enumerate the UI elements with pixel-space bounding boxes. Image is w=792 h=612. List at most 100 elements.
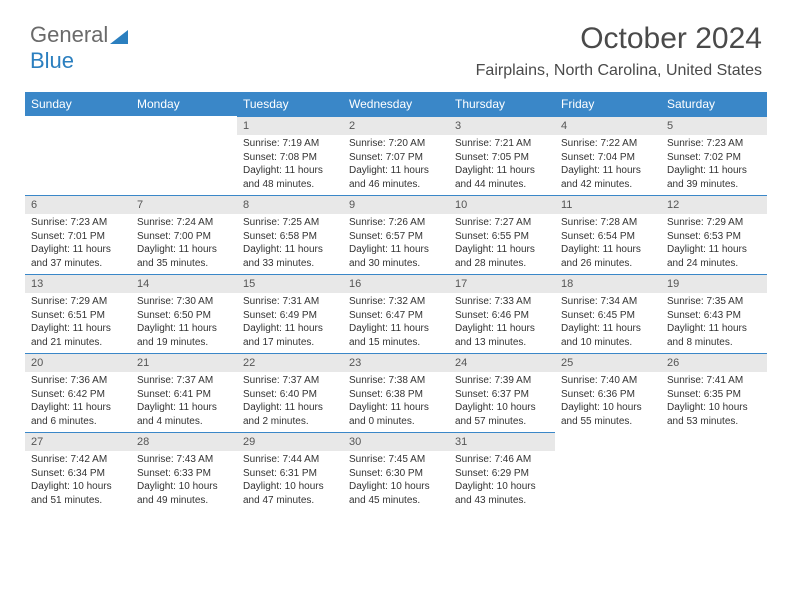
sunrise-text: Sunrise: 7:29 AM (667, 216, 761, 230)
sunset-text: Sunset: 6:54 PM (561, 230, 655, 244)
calendar-day-cell: 12Sunrise: 7:29 AMSunset: 6:53 PMDayligh… (661, 195, 767, 274)
calendar-day-cell: 23Sunrise: 7:38 AMSunset: 6:38 PMDayligh… (343, 353, 449, 432)
day-number: 4 (555, 116, 661, 135)
day-info: Sunrise: 7:43 AMSunset: 6:33 PMDaylight:… (131, 451, 237, 511)
day-number: 17 (449, 274, 555, 293)
calendar-day-cell: 28Sunrise: 7:43 AMSunset: 6:33 PMDayligh… (131, 432, 237, 511)
sunrise-text: Sunrise: 7:40 AM (561, 374, 655, 388)
daylight-text: Daylight: 10 hours and 57 minutes. (455, 401, 549, 428)
day-number: 31 (449, 432, 555, 451)
day-number: 15 (237, 274, 343, 293)
day-number: 29 (237, 432, 343, 451)
sunset-text: Sunset: 6:36 PM (561, 388, 655, 402)
sunset-text: Sunset: 7:08 PM (243, 151, 337, 165)
day-info: Sunrise: 7:25 AMSunset: 6:58 PMDaylight:… (237, 214, 343, 274)
sunrise-text: Sunrise: 7:26 AM (349, 216, 443, 230)
sunset-text: Sunset: 6:51 PM (31, 309, 125, 323)
calendar-day-cell: 25Sunrise: 7:40 AMSunset: 6:36 PMDayligh… (555, 353, 661, 432)
calendar-day-cell: 1Sunrise: 7:19 AMSunset: 7:08 PMDaylight… (237, 116, 343, 195)
calendar-day-cell: 19Sunrise: 7:35 AMSunset: 6:43 PMDayligh… (661, 274, 767, 353)
day-info: Sunrise: 7:44 AMSunset: 6:31 PMDaylight:… (237, 451, 343, 511)
calendar-day-cell: 17 Sunrise: 7:33 AMSunset: 6:46 PMDayligh… (449, 274, 555, 353)
sunset-text: Sunset: 6:49 PM (243, 309, 337, 323)
sunset-text: Sunset: 7:02 PM (667, 151, 761, 165)
day-number: 22 (237, 353, 343, 372)
day-info: Sunrise: 7:29 AMSunset: 6:53 PMDaylight:… (661, 214, 767, 274)
sunrise-text: Sunrise: 7:20 AM (349, 137, 443, 151)
calendar-week-row: 20Sunrise: 7:36 AMSunset: 6:42 PMDayligh… (25, 353, 767, 432)
sunset-text: Sunset: 6:41 PM (137, 388, 231, 402)
daylight-text: Daylight: 11 hours and 24 minutes. (667, 243, 761, 270)
day-number: 21 (131, 353, 237, 372)
daylight-text: Daylight: 11 hours and 37 minutes. (31, 243, 125, 270)
daylight-text: Daylight: 10 hours and 53 minutes. (667, 401, 761, 428)
calendar-week-row: 1Sunrise: 7:19 AMSunset: 7:08 PMDaylight… (25, 116, 767, 195)
day-number: 9 (343, 195, 449, 214)
daylight-text: Daylight: 11 hours and 30 minutes. (349, 243, 443, 270)
day-number: 26 (661, 353, 767, 372)
sunset-text: Sunset: 6:46 PM (455, 309, 549, 323)
day-info: Sunrise: 7:46 AMSunset: 6:29 PMDaylight:… (449, 451, 555, 511)
logo-text-1: General (30, 22, 108, 47)
day-info: Sunrise: 7:32 AMSunset: 6:47 PMDaylight:… (343, 293, 449, 353)
sunset-text: Sunset: 6:30 PM (349, 467, 443, 481)
sunrise-text: Sunrise: 7:33 AM (455, 295, 549, 309)
day-number: 5 (661, 116, 767, 135)
day-number: 11 (555, 195, 661, 214)
day-number: 16 (343, 274, 449, 293)
sunrise-text: Sunrise: 7:46 AM (455, 453, 549, 467)
day-header: Friday (555, 92, 661, 116)
sunset-text: Sunset: 6:57 PM (349, 230, 443, 244)
sunrise-text: Sunrise: 7:44 AM (243, 453, 337, 467)
day-info: Sunrise: 7:23 AMSunset: 7:01 PMDaylight:… (25, 214, 131, 274)
daylight-text: Daylight: 11 hours and 13 minutes. (455, 322, 549, 349)
day-header: Monday (131, 92, 237, 116)
day-number: 2 (343, 116, 449, 135)
sunrise-text: Sunrise: 7:37 AM (137, 374, 231, 388)
day-number: 1 (237, 116, 343, 135)
daylight-text: Daylight: 11 hours and 19 minutes. (137, 322, 231, 349)
calendar-day-cell: 31Sunrise: 7:46 AMSunset: 6:29 PMDayligh… (449, 432, 555, 511)
calendar-day-cell: 3Sunrise: 7:21 AMSunset: 7:05 PMDaylight… (449, 116, 555, 195)
day-number: 23 (343, 353, 449, 372)
calendar-day-cell: 2Sunrise: 7:20 AMSunset: 7:07 PMDaylight… (343, 116, 449, 195)
day-info: Sunrise: 7:24 AMSunset: 7:00 PMDaylight:… (131, 214, 237, 274)
day-number: 24 (449, 353, 555, 372)
sunrise-text: Sunrise: 7:37 AM (243, 374, 337, 388)
day-info: Sunrise: 7:22 AMSunset: 7:04 PMDaylight:… (555, 135, 661, 195)
day-number: 18 (555, 274, 661, 293)
calendar-day-cell: 16Sunrise: 7:32 AMSunset: 6:47 PMDayligh… (343, 274, 449, 353)
calendar-body: 1Sunrise: 7:19 AMSunset: 7:08 PMDaylight… (25, 116, 767, 511)
day-info: Sunrise: 7:31 AMSunset: 6:49 PMDaylight:… (237, 293, 343, 353)
day-info: Sunrise: 7:41 AMSunset: 6:35 PMDaylight:… (661, 372, 767, 432)
day-info: Sunrise: 7:21 AMSunset: 7:05 PMDaylight:… (449, 135, 555, 195)
daylight-text: Daylight: 10 hours and 45 minutes. (349, 480, 443, 507)
sunset-text: Sunset: 6:45 PM (561, 309, 655, 323)
sunrise-text: Sunrise: 7:23 AM (31, 216, 125, 230)
sunrise-text: Sunrise: 7:21 AM (455, 137, 549, 151)
calendar-day-cell: 14Sunrise: 7:30 AMSunset: 6:50 PMDayligh… (131, 274, 237, 353)
calendar-day-cell (131, 116, 237, 195)
calendar-day-cell: 15Sunrise: 7:31 AMSunset: 6:49 PMDayligh… (237, 274, 343, 353)
calendar-day-cell: 22Sunrise: 7:37 AMSunset: 6:40 PMDayligh… (237, 353, 343, 432)
day-number: 12 (661, 195, 767, 214)
daylight-text: Daylight: 11 hours and 44 minutes. (455, 164, 549, 191)
sunset-text: Sunset: 6:37 PM (455, 388, 549, 402)
sunset-text: Sunset: 6:31 PM (243, 467, 337, 481)
day-number: 3 (449, 116, 555, 135)
sunset-text: Sunset: 6:53 PM (667, 230, 761, 244)
sunrise-text: Sunrise: 7:43 AM (137, 453, 231, 467)
calendar-day-cell: 29Sunrise: 7:44 AMSunset: 6:31 PMDayligh… (237, 432, 343, 511)
day-info: Sunrise: 7:42 AMSunset: 6:34 PMDaylight:… (25, 451, 131, 511)
calendar-day-cell: 21Sunrise: 7:37 AMSunset: 6:41 PMDayligh… (131, 353, 237, 432)
calendar-day-cell: 4Sunrise: 7:22 AMSunset: 7:04 PMDaylight… (555, 116, 661, 195)
day-number: 27 (25, 432, 131, 451)
calendar-day-cell: 26Sunrise: 7:41 AMSunset: 6:35 PMDayligh… (661, 353, 767, 432)
daylight-text: Daylight: 11 hours and 6 minutes. (31, 401, 125, 428)
sunrise-text: Sunrise: 7:28 AM (561, 216, 655, 230)
day-header: Sunday (25, 92, 131, 116)
daylight-text: Daylight: 11 hours and 26 minutes. (561, 243, 655, 270)
sunrise-text: Sunrise: 7:36 AM (31, 374, 125, 388)
day-info: Sunrise: 7:27 AMSunset: 6:55 PMDaylight:… (449, 214, 555, 274)
calendar-day-cell: 27Sunrise: 7:42 AMSunset: 6:34 PMDayligh… (25, 432, 131, 511)
